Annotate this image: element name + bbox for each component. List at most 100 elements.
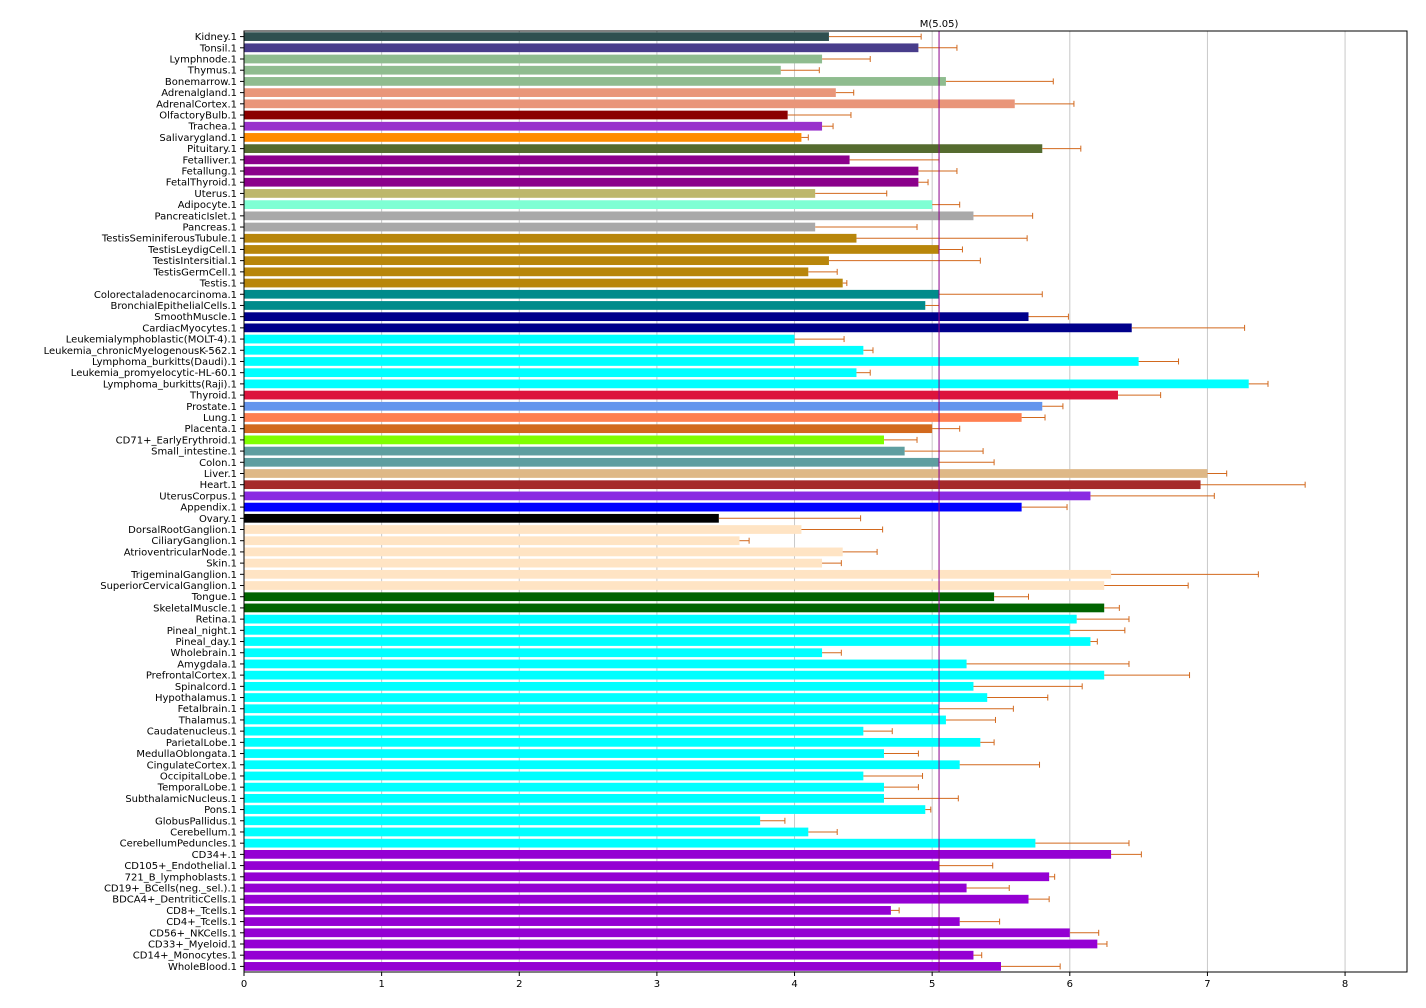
category-label: CD34+.1 [192,850,237,861]
bar [244,569,1112,579]
category-label: AdrenalCortex.1 [156,99,237,110]
bar [244,401,1043,411]
bar [244,872,1050,882]
category-label: Tongue.1 [191,592,237,603]
bar [244,715,946,725]
bar [244,177,919,187]
bar [244,301,926,310]
category-label: DorsalRootGanglion.1 [128,525,237,536]
category-label: Placenta.1 [184,424,237,435]
category-label: Lung.1 [203,413,237,424]
category-label: Wholebrain.1 [170,648,237,659]
bar [244,760,960,770]
x-tick-label: 7 [1204,979,1210,990]
category-label: SuperiorCervicalGanglion.1 [100,581,237,592]
category-label: Skin.1 [206,559,237,570]
category-label: UterusCorpus.1 [159,491,237,502]
category-label: Lymphoma_burkitts(Daudi).1 [92,357,237,368]
bar [244,267,809,277]
bar [244,155,850,165]
category-label: Trachea.1 [187,122,237,133]
bar [244,737,981,747]
category-label: CD14+_Monocytes.1 [133,951,237,962]
category-label: Ovary.1 [199,514,237,525]
x-tick-label: 0 [241,979,247,990]
bar [244,211,974,221]
bar [244,289,940,299]
bar [244,379,1249,389]
bar [244,256,829,266]
category-label: Caudatenucleus.1 [147,727,237,738]
category-label: Adrenalgland.1 [161,88,237,99]
x-tick-label: 6 [1067,979,1073,990]
category-label: BDCA4+_DentriticCells.1 [112,895,237,906]
bar [244,110,788,120]
bar [244,861,940,870]
error-bars [718,33,1306,970]
bar [244,189,816,198]
category-label: CD8+_Tcells.1 [166,906,237,917]
bar [244,121,823,131]
bar [244,99,1015,109]
category-label: PrefrontalCortex.1 [146,671,237,682]
category-label: SubthalamicNucleus.1 [125,794,237,805]
category-label: Pituitary.1 [187,144,237,155]
bar [244,233,857,243]
bar [244,77,946,86]
category-label: CD19+_BCells(neg._sel.).1 [104,883,237,894]
category-label: Retina.1 [196,615,237,626]
category-label: TestisGermCell.1 [153,267,238,278]
category-label: Small_intestine.1 [151,447,237,458]
bar [244,54,823,64]
category-label: CardiacMyocytes.1 [142,323,237,334]
category-label: Liver.1 [204,469,237,480]
bar [244,648,823,658]
bar [244,323,1132,333]
bar [244,334,795,344]
category-label: Lymphoma_burkitts(Raji).1 [103,379,237,390]
category-label: CD56+_NKCells.1 [149,928,237,939]
category-label: WholeBlood.1 [168,962,237,973]
bar [244,906,891,915]
bar [244,592,995,602]
bar [244,513,719,523]
category-label: Pineal_night.1 [167,626,237,637]
category-label: SkeletalMuscle.1 [153,603,237,614]
bar [244,435,884,445]
bar [244,894,1029,904]
bar [244,491,1091,501]
bar [244,245,940,254]
category-label: Bonemarrow.1 [165,77,237,88]
plot-frame [243,30,1408,973]
bar [244,939,1098,949]
bar [244,693,988,702]
grid-lines [381,31,1346,972]
bar [244,670,1105,680]
category-label: Uterus.1 [194,189,237,200]
bar [244,222,816,232]
bar [244,850,1112,859]
category-label: Thyroid.1 [189,391,237,402]
bar [244,950,974,960]
category-label: Fetalliver.1 [182,155,237,166]
category-labels: Kidney.1Tonsil.1Lymphnode.1Thymus.1Bonem… [44,32,244,973]
bar [244,166,919,176]
category-label: TestisIntersitial.1 [152,256,237,267]
category-label: TestisSeminiferousTubule.1 [101,234,237,245]
bar [244,390,1118,400]
category-label: FetalThyroid.1 [166,178,237,189]
bar [244,827,809,837]
bar [244,536,740,546]
category-label: SmoothMuscle.1 [154,312,237,323]
bar [244,637,1091,646]
category-label: Leukemia_promyelocytic-HL-60.1 [71,368,237,379]
bar [244,603,1105,613]
bar [244,838,1036,848]
category-label: Adipocyte.1 [178,200,237,211]
category-label: Cerebellum.1 [170,827,237,838]
category-label: TrigeminalGanglion.1 [130,570,237,581]
category-label: Thymus.1 [187,66,237,77]
category-label: Colon.1 [199,458,237,469]
category-label: Leukemialymphoblastic(MOLT-4).1 [66,335,237,346]
